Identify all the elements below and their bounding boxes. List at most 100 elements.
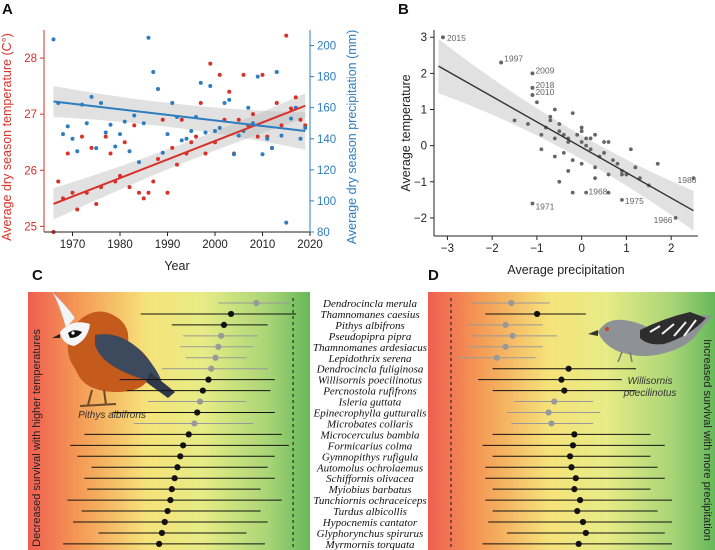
estimate-point: [545, 409, 552, 416]
estimate-point: [565, 365, 572, 372]
precipitation-point: [146, 35, 151, 40]
panel-c: Pithys albifrons Decreased survival with…: [28, 291, 310, 550]
y-right-tick-label: 200: [317, 41, 336, 53]
species-name: Microcerculus bambla: [319, 429, 420, 441]
precipitation-point: [127, 149, 132, 154]
data-point: [566, 140, 571, 144]
labeled-point: [606, 190, 611, 195]
species-name: Epinecrophylla gutturalis: [313, 408, 427, 420]
confidence-band: [438, 39, 694, 231]
precipitation-point: [265, 136, 270, 141]
temperature-point: [241, 72, 246, 77]
precipitation-point: [189, 129, 194, 133]
precipitation-point: [289, 116, 293, 121]
y-tick-label: 26: [24, 165, 37, 177]
data-point: [611, 158, 615, 163]
y-right-tick-label: 180: [317, 72, 336, 84]
temperature-point: [236, 117, 241, 122]
data-point: [588, 136, 593, 141]
labeled-point: [530, 85, 535, 90]
precipitation-point: [160, 150, 165, 155]
bird-crest: [51, 291, 76, 329]
species-name: Gymnopithys rufigula: [322, 451, 419, 463]
data-point: [602, 150, 606, 155]
estimate-point: [509, 332, 516, 339]
precipitation-point: [113, 144, 118, 149]
year-label: 2018: [535, 80, 554, 90]
data-point: [579, 140, 584, 144]
data-point: [579, 125, 584, 130]
precipitation-point: [227, 97, 232, 102]
estimate-point: [227, 310, 235, 318]
y-tick-label: −1: [414, 177, 427, 189]
precipitation-point: [108, 122, 113, 127]
estimate-point: [199, 387, 206, 394]
species-name: Thamnomanes ardesiacus: [313, 342, 427, 354]
data-point: [615, 161, 620, 166]
temperature-point: [284, 33, 289, 38]
bird-leg: [87, 389, 93, 406]
temperature-point: [56, 179, 61, 184]
data-point: [552, 136, 557, 141]
temperature-point: [251, 112, 255, 117]
panel-a-ylabel-right: Average dry season precipitation (mm): [345, 30, 359, 244]
y-tick-label: 1: [421, 105, 427, 117]
species-name: Dendrocincla merula: [322, 298, 417, 310]
precipitation-point: [184, 136, 189, 141]
species-name: Glyphorynchus spirurus: [317, 528, 424, 540]
data-point: [552, 154, 557, 159]
precipitation-point: [274, 69, 279, 74]
estimate-point: [502, 343, 509, 350]
estimate-point: [566, 453, 574, 460]
precipitation-point: [170, 101, 175, 106]
estimate-point: [218, 332, 225, 339]
species-name: Schiffornis olivacea: [326, 473, 414, 485]
panel-b-ylabel: Average temperature: [399, 74, 413, 191]
bird-beak: [52, 334, 60, 338]
temperature-point: [94, 201, 99, 206]
species-name: Myiobius barbatus: [328, 484, 412, 496]
temperature-point: [208, 61, 213, 66]
temperature-point: [194, 134, 198, 139]
data-point: [557, 122, 562, 126]
y-right-tick-label: 120: [317, 165, 336, 177]
precipitation-point: [284, 220, 289, 225]
temperature-point: [175, 162, 179, 167]
year-label: 1997: [504, 54, 523, 64]
estimate-point: [168, 486, 175, 493]
data-point: [557, 129, 562, 134]
data-point: [606, 172, 611, 177]
data-point: [570, 158, 575, 163]
y-right-tick-label: 100: [317, 196, 336, 208]
estimate-point: [551, 398, 558, 405]
bird-perch: [79, 403, 117, 407]
estimate-point: [180, 442, 187, 449]
species-name: Turdus albicollis: [333, 506, 407, 518]
precipitation-point: [65, 124, 70, 129]
data-point: [588, 147, 593, 152]
estimate-point: [533, 310, 541, 318]
estimate-point: [196, 398, 204, 405]
estimate-point: [493, 354, 500, 361]
data-point: [593, 132, 597, 137]
panel-b: 2015199720092018201019711968197519661986…: [399, 30, 698, 277]
estimate-point: [558, 376, 565, 383]
x-tick-label: 2: [668, 243, 674, 255]
panel-a-xlabel: Year: [164, 259, 189, 273]
estimate-point: [177, 453, 184, 460]
temperature-point: [293, 95, 298, 100]
labeled-point: [620, 197, 624, 202]
precipitation-point: [61, 132, 65, 137]
y-tick-label: 27: [24, 109, 37, 121]
data-point: [512, 118, 517, 123]
species-name: Percnostola rufifrons: [322, 386, 417, 398]
precipitation-point: [303, 125, 308, 130]
precipitation-point: [151, 69, 156, 74]
panel-d-bird-caption: poecilinotus: [623, 388, 677, 399]
temperature-point: [203, 151, 208, 156]
panel-b-letter: B: [398, 1, 409, 18]
panel-a: 1970 1980 1990 2000 2010 2020 25 26 27 28 80 100 120…: [0, 30, 359, 273]
panel-d-bird-caption: Willisornis: [628, 376, 673, 387]
y-right-tick-label: 80: [317, 227, 330, 239]
